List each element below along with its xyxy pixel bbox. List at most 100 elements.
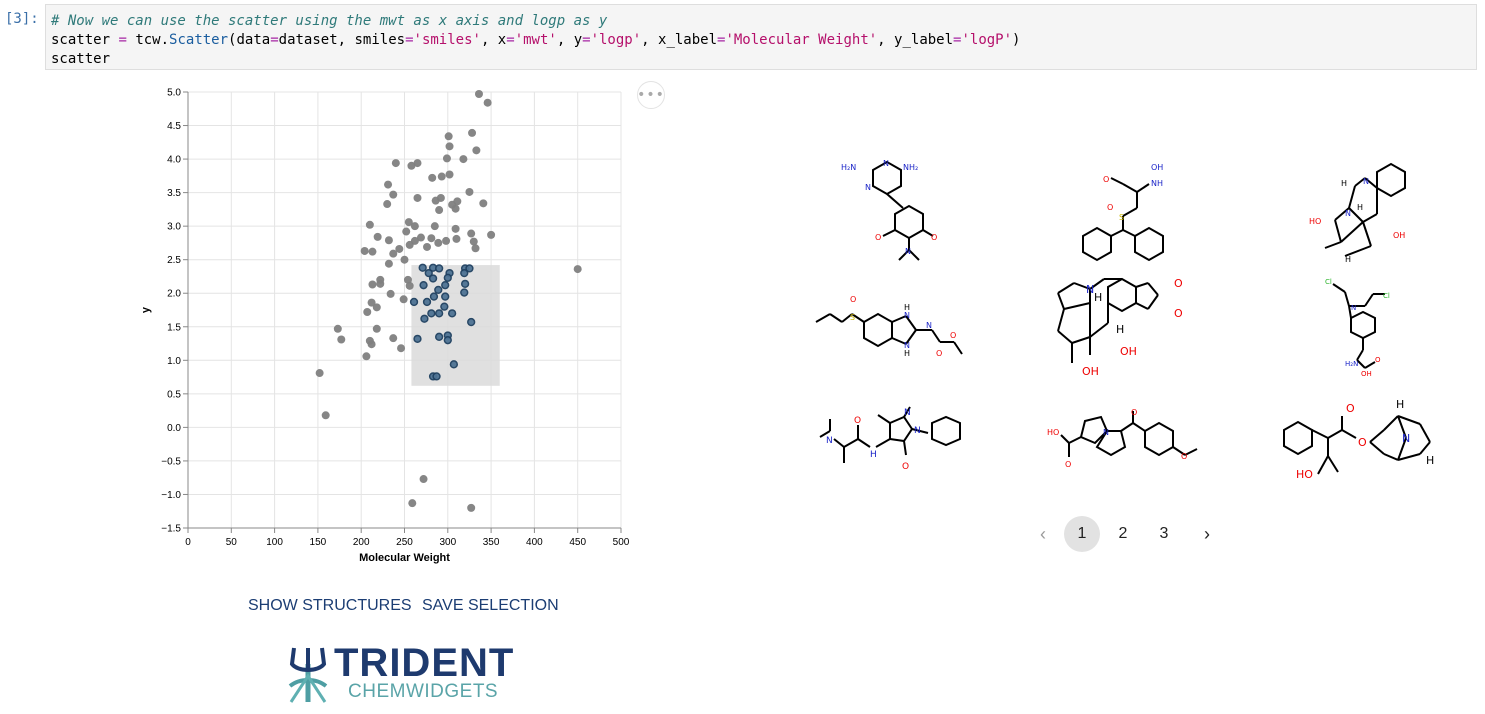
- data-point: [445, 142, 454, 151]
- molecule-card[interactable]: H O O N H HO: [1280, 398, 1440, 487]
- data-point: [430, 222, 439, 231]
- atom-label: S: [1119, 213, 1124, 222]
- data-point: [434, 238, 443, 247]
- data-point: [407, 161, 416, 170]
- code-token: (data: [228, 32, 271, 48]
- atom-label: O: [1358, 436, 1367, 449]
- trident-icon: [288, 647, 328, 703]
- x-tick-label: 100: [266, 537, 283, 548]
- molecule-card[interactable]: Cl N Cl H₂N O OH: [1325, 278, 1395, 384]
- x-tick-label: 250: [396, 537, 413, 548]
- more-options-button[interactable]: •••: [637, 81, 665, 109]
- atom-label: O: [902, 462, 909, 472]
- y-tick-label: 2.5: [167, 255, 181, 266]
- data-point: [368, 280, 377, 289]
- atom-label: O: [875, 233, 881, 242]
- x-tick-label: 400: [526, 537, 543, 548]
- atom-label: O: [1065, 460, 1071, 469]
- selected-data-point: [460, 288, 469, 297]
- data-point: [487, 230, 496, 239]
- code-cell[interactable]: # Now we can use the scatter using the m…: [45, 4, 1477, 70]
- selected-data-point: [460, 279, 470, 288]
- atom-label: NH₂: [903, 163, 918, 172]
- next-page-button[interactable]: ›: [1204, 523, 1210, 544]
- atom-label: O: [931, 233, 937, 242]
- data-point: [435, 206, 444, 215]
- page-button-2[interactable]: 2: [1118, 525, 1128, 542]
- data-point: [408, 499, 417, 508]
- selected-data-point: [418, 263, 427, 272]
- molecule-card[interactable]: H₂N NH₂ N N O O N: [835, 158, 945, 272]
- atom-label: H: [904, 303, 910, 312]
- data-point: [373, 232, 382, 241]
- atom-label: HO: [1309, 217, 1321, 226]
- selected-data-point: [428, 274, 438, 283]
- selected-data-point: [413, 334, 422, 343]
- y-tick-label: 3.5: [167, 188, 181, 199]
- data-point: [321, 411, 330, 420]
- data-point: [389, 190, 398, 199]
- prev-page-button[interactable]: ‹: [1040, 523, 1046, 544]
- y-tick-label: −0.5: [161, 456, 181, 467]
- atom-label: O: [850, 295, 856, 304]
- atom-label: H: [1357, 203, 1363, 212]
- code-token: , x_label: [641, 32, 718, 48]
- atom-label: H: [904, 349, 910, 358]
- data-point: [573, 265, 582, 274]
- data-point: [471, 244, 480, 253]
- code-token: , y: [556, 32, 583, 48]
- data-point: [413, 159, 422, 168]
- molecule-card[interactable]: N H HO N H OH H: [1305, 158, 1415, 272]
- show-structures-button[interactable]: SHOW STRUCTURES: [248, 597, 412, 614]
- data-point: [469, 237, 478, 246]
- code-token: ): [1012, 32, 1021, 48]
- data-point: [451, 224, 460, 233]
- data-point: [419, 475, 428, 484]
- molecule-card[interactable]: N O N N H O: [812, 405, 967, 479]
- x-tick-label: 150: [310, 537, 327, 548]
- x-tick-label: 0: [185, 537, 191, 548]
- selected-data-point: [420, 314, 429, 323]
- save-selection-button[interactable]: SAVE SELECTION: [422, 597, 559, 614]
- data-point: [376, 279, 385, 288]
- molecule-structure: N O N N H O: [819, 406, 961, 472]
- data-point: [404, 218, 413, 227]
- selected-data-point: [467, 317, 476, 327]
- molecule-card[interactable]: N H O O H OH OH: [1050, 275, 1200, 384]
- data-point: [444, 132, 453, 141]
- atom-label: O: [1103, 175, 1109, 184]
- x-tick-label: 300: [439, 537, 456, 548]
- y-tick-label: 3.0: [167, 222, 181, 233]
- atom-label: O: [1107, 203, 1113, 212]
- atom-label: H₂N: [1345, 360, 1358, 368]
- selected-data-point: [441, 281, 450, 290]
- molecule-card[interactable]: HO O N O O: [1045, 405, 1200, 479]
- molecule-card[interactable]: OH NH O S O: [1075, 158, 1185, 272]
- code-token: =: [110, 32, 136, 48]
- selected-data-point: [443, 336, 452, 345]
- atom-label: OH: [1151, 163, 1163, 172]
- atom-label: N: [1363, 177, 1369, 186]
- selected-data-point: [460, 268, 469, 278]
- data-point: [423, 242, 432, 251]
- data-point: [389, 334, 398, 343]
- scatter-chart[interactable]: 0 50 100 150 200 250 300 350 400 450 500 −1.5 −1.0 −0…: [130, 80, 630, 570]
- atom-label: S: [850, 313, 855, 322]
- data-point: [400, 255, 409, 264]
- y-tick-label: 1.5: [167, 322, 181, 333]
- molecule-structure: O S H N N N H O O: [815, 295, 963, 358]
- data-point: [483, 98, 492, 107]
- code-token: , y_label: [877, 32, 954, 48]
- page-button-1[interactable]: 1: [1064, 516, 1100, 552]
- page-button-3[interactable]: 3: [1159, 525, 1169, 542]
- selected-data-point: [409, 297, 419, 307]
- molecule-structure: N H HO N H OH H: [1309, 162, 1406, 264]
- atom-label: H: [1396, 398, 1404, 411]
- data-point: [367, 340, 376, 349]
- molecule-card[interactable]: O S H N N N H O O: [812, 290, 977, 374]
- atom-label: H₂N: [841, 163, 856, 172]
- data-point: [452, 234, 461, 243]
- atom-label: OH: [1120, 345, 1137, 358]
- data-point: [459, 155, 468, 164]
- data-point: [391, 159, 400, 168]
